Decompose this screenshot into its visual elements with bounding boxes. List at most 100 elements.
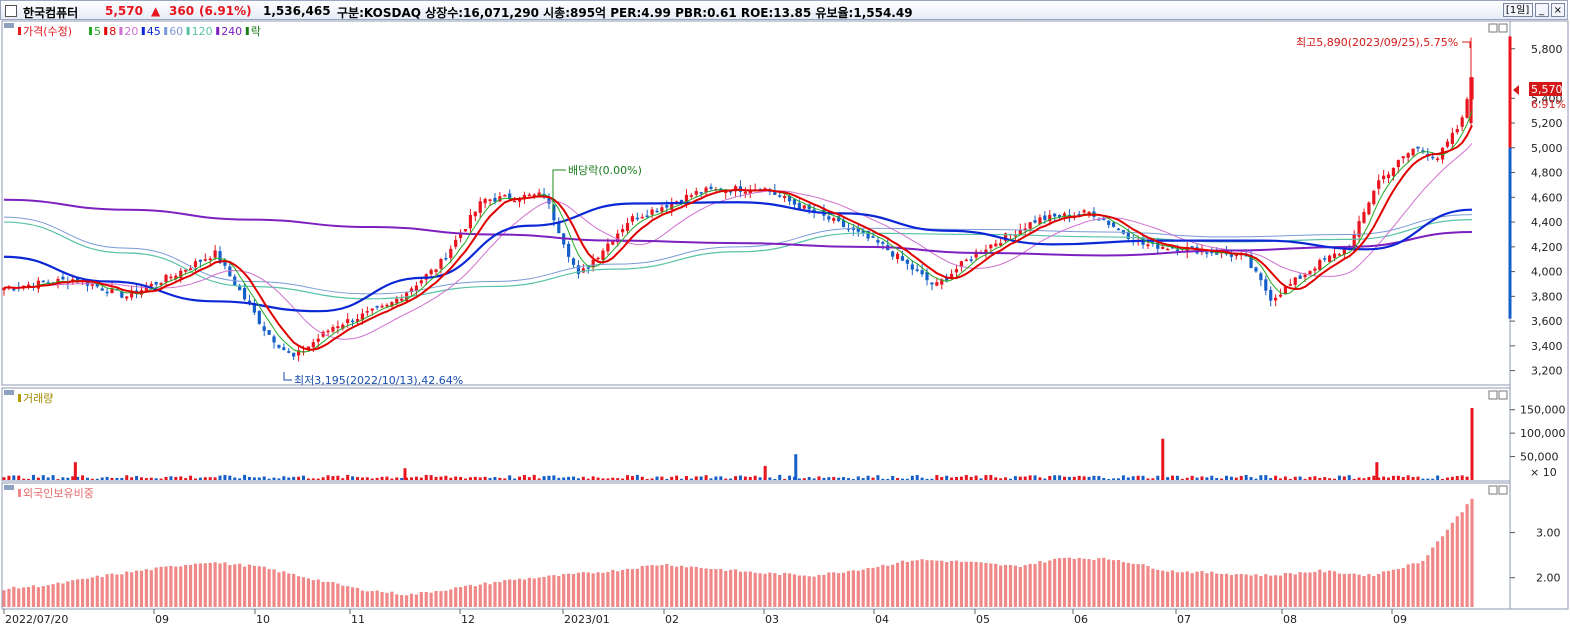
candle-body bbox=[846, 228, 851, 230]
candle-body bbox=[640, 216, 644, 219]
period-button[interactable]: [1일] bbox=[1502, 3, 1533, 17]
volume-bar bbox=[616, 478, 620, 480]
foreign-bar bbox=[1033, 564, 1037, 607]
candle-body bbox=[1111, 222, 1116, 227]
volume-bar bbox=[788, 475, 792, 480]
volume-bar bbox=[591, 476, 595, 480]
candle-body bbox=[493, 197, 497, 202]
foreign-bar bbox=[429, 592, 433, 607]
candle-body bbox=[1269, 289, 1273, 301]
foreign-bar bbox=[679, 565, 684, 607]
panel-menu-icon[interactable] bbox=[4, 23, 14, 28]
foreign-bar bbox=[768, 572, 772, 607]
foreign-bar bbox=[1111, 560, 1116, 607]
foreign-bar bbox=[463, 585, 468, 607]
candle-body bbox=[498, 196, 502, 202]
volume-bar bbox=[414, 476, 418, 480]
volume-bar bbox=[1048, 475, 1052, 480]
candle-body bbox=[1445, 141, 1450, 147]
foreign-bar bbox=[954, 560, 959, 607]
volume-bar bbox=[17, 475, 21, 480]
volume-bar bbox=[208, 477, 212, 480]
x-tick-label: 08 bbox=[1283, 613, 1297, 626]
foreign-bar bbox=[56, 582, 60, 607]
foreign-bar bbox=[1220, 573, 1224, 607]
candle-body bbox=[964, 259, 968, 262]
volume-bar bbox=[513, 478, 517, 480]
volume-bar bbox=[861, 478, 865, 480]
foreign-bar bbox=[404, 595, 409, 607]
price-y-tick-label: 3,400 bbox=[1531, 340, 1563, 353]
volume-bar bbox=[1460, 475, 1464, 480]
volume-bar bbox=[390, 478, 394, 480]
candle-body bbox=[375, 306, 379, 308]
foreign-bar bbox=[1244, 574, 1248, 607]
foreign-bar bbox=[41, 586, 45, 607]
legend-item-2: 8 bbox=[109, 25, 116, 38]
candle-body bbox=[537, 192, 541, 196]
foreign-bar bbox=[841, 572, 846, 607]
price-y-tick-label: 4,400 bbox=[1531, 216, 1563, 229]
candle-body bbox=[1377, 180, 1381, 189]
volume-bar bbox=[1087, 476, 1091, 480]
low-label: 최저3,195(2022/10/13),42.64% bbox=[294, 374, 463, 387]
panel-menu-icon[interactable] bbox=[4, 485, 14, 490]
candle-body bbox=[1244, 255, 1248, 257]
volume-bar bbox=[1279, 478, 1283, 480]
panel-menu-icon[interactable] bbox=[4, 390, 14, 395]
volume-bar bbox=[473, 476, 477, 480]
close-button[interactable]: × bbox=[1550, 3, 1565, 17]
high-label: 최고5,890(2023/09/25),5.75% bbox=[1296, 36, 1458, 49]
candle-body bbox=[1013, 234, 1017, 237]
volume-bar bbox=[1185, 477, 1189, 480]
volume-bar bbox=[331, 476, 335, 480]
foreign-bar bbox=[51, 584, 55, 607]
candle-body bbox=[724, 190, 728, 194]
volume-bar bbox=[572, 476, 576, 480]
volume-bar bbox=[351, 476, 355, 480]
foreign-y-tick-label: 3.00 bbox=[1536, 527, 1561, 540]
volume-bar bbox=[139, 477, 143, 480]
candle-body bbox=[1421, 150, 1425, 153]
candle-body bbox=[1116, 228, 1121, 231]
foreign-bar bbox=[1470, 498, 1474, 607]
candle-body bbox=[945, 278, 949, 281]
foreign-bar bbox=[738, 571, 743, 607]
volume-bar bbox=[1013, 476, 1017, 480]
foreign-bar bbox=[493, 581, 497, 607]
foreign-bar bbox=[827, 572, 831, 607]
foreign-bar bbox=[478, 584, 482, 607]
panel-window-icons[interactable] bbox=[1488, 23, 1508, 495]
candle-body bbox=[807, 204, 811, 210]
foreign-bar bbox=[581, 572, 585, 607]
candle-body bbox=[110, 288, 114, 294]
foreign-bar bbox=[238, 563, 242, 607]
foreign-bar bbox=[316, 579, 320, 607]
candle-body bbox=[1465, 99, 1469, 118]
minimize-button[interactable]: _ bbox=[1534, 3, 1549, 17]
foreign-bar bbox=[802, 575, 806, 607]
volume-bar bbox=[940, 477, 944, 480]
candle-body bbox=[350, 320, 355, 323]
foreign-bar bbox=[409, 593, 414, 607]
volume-bar bbox=[1166, 477, 1170, 480]
candle-body bbox=[287, 351, 291, 353]
foreign-bar bbox=[1426, 555, 1430, 607]
volume-bar bbox=[149, 477, 153, 480]
volume-bar bbox=[385, 476, 389, 480]
candle-body bbox=[1038, 217, 1042, 224]
candle-body bbox=[326, 330, 330, 333]
foreign-bar bbox=[292, 573, 296, 607]
volume-bar bbox=[125, 475, 129, 480]
candle-body bbox=[439, 259, 443, 269]
ma45-line bbox=[3, 201, 1473, 313]
volume-bar bbox=[562, 477, 566, 480]
select-checkbox[interactable] bbox=[5, 5, 17, 17]
foreign-bar bbox=[935, 560, 939, 607]
foreign-bar bbox=[1156, 569, 1160, 607]
volume-bar bbox=[729, 478, 733, 480]
candle-body bbox=[380, 305, 384, 308]
volume-bar bbox=[1328, 478, 1332, 480]
volume-bar bbox=[1175, 475, 1179, 480]
